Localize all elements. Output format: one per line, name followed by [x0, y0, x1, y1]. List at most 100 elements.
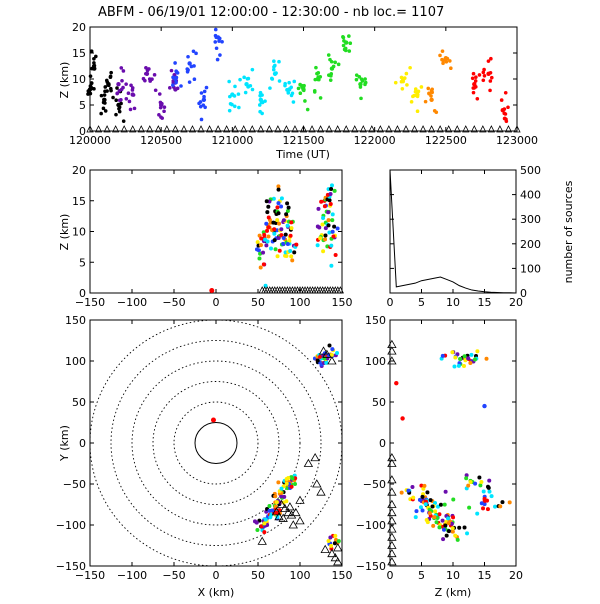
source-point — [404, 71, 409, 76]
x-tick-label: 121500 — [283, 134, 325, 147]
x-tick-label: 15 — [478, 296, 492, 309]
source-point — [227, 79, 231, 84]
station-triangle — [342, 125, 350, 133]
station-triangle — [278, 513, 288, 522]
source-point — [416, 89, 421, 94]
source-point — [440, 57, 444, 62]
source-point — [470, 76, 475, 81]
source-point — [430, 504, 435, 509]
source-point — [506, 105, 510, 110]
source-point — [147, 67, 151, 71]
source-point — [276, 211, 281, 216]
source-point — [332, 188, 337, 193]
source-point — [233, 84, 237, 89]
source-point — [279, 227, 284, 232]
x-tick-label: 100 — [290, 296, 311, 309]
x-tick-label: 5 — [418, 296, 425, 309]
source-point — [462, 354, 467, 359]
source-point — [485, 507, 490, 512]
source-point — [330, 347, 335, 352]
source-point — [336, 62, 341, 67]
source-point — [328, 535, 333, 540]
source-point — [455, 537, 460, 542]
source-point — [153, 88, 158, 93]
source-point — [335, 226, 340, 231]
source-point — [242, 75, 246, 80]
source-point — [319, 199, 324, 204]
source-point — [120, 78, 124, 83]
source-point — [321, 249, 326, 254]
source-point — [144, 66, 148, 70]
source-point — [482, 498, 487, 503]
source-point — [189, 64, 194, 69]
source-point — [499, 98, 504, 102]
station-triangle — [197, 125, 205, 133]
x-height-sources — [209, 183, 344, 294]
station-triangle — [387, 540, 397, 549]
source-point — [336, 539, 341, 544]
source-point — [275, 218, 280, 223]
x-tick-label: 122500 — [425, 134, 467, 147]
source-point — [448, 59, 452, 63]
station-triangle — [387, 452, 397, 462]
y-tick-label: 300 — [520, 213, 541, 226]
histogram-ylabel: number of sources — [562, 180, 575, 283]
x-tick-label: 10 — [446, 569, 460, 582]
source-point — [357, 75, 362, 79]
y-tick-label: 5 — [79, 256, 86, 269]
source-point — [333, 60, 338, 65]
source-point — [399, 490, 404, 495]
source-point — [218, 53, 222, 57]
station-triangle — [470, 125, 478, 133]
station-triangle — [359, 125, 367, 133]
x-tick-label: 0 — [213, 569, 220, 582]
source-point — [326, 53, 331, 57]
source-point — [440, 49, 445, 53]
station-triangle — [171, 125, 180, 133]
source-point — [102, 93, 107, 97]
source-point — [128, 107, 133, 112]
source-point — [477, 73, 482, 77]
source-point — [198, 100, 203, 104]
source-point — [258, 265, 263, 270]
source-point — [330, 218, 335, 223]
source-point — [198, 104, 203, 109]
source-point — [119, 98, 123, 102]
source-point — [342, 47, 347, 52]
source-point — [157, 92, 162, 96]
source-point — [104, 78, 109, 83]
y-tick-label: 10 — [72, 226, 86, 239]
source-point — [187, 61, 192, 66]
plan-view-frame — [89, 319, 343, 567]
source-point — [270, 76, 274, 81]
source-point — [503, 116, 507, 121]
source-point — [285, 242, 290, 247]
source-point — [318, 96, 323, 100]
range-ring — [131, 360, 301, 526]
source-point — [419, 85, 424, 89]
range-ring — [194, 422, 238, 464]
source-point — [347, 49, 352, 53]
x-tick-label: 20 — [509, 296, 523, 309]
y-tick-label: 0 — [79, 437, 86, 450]
source-point — [185, 69, 190, 74]
source-point — [209, 288, 215, 294]
time-height-frame — [89, 26, 518, 132]
source-point — [158, 102, 164, 108]
x-tick-label: 0 — [387, 296, 394, 309]
x-tick-label: 121000 — [211, 134, 253, 147]
source-point — [358, 82, 363, 87]
source-point — [99, 111, 103, 116]
station-triangle — [387, 487, 397, 496]
source-point — [354, 77, 359, 82]
source-point — [143, 78, 147, 83]
source-point — [322, 204, 327, 209]
source-point — [108, 86, 113, 91]
x-tick-label: 10 — [446, 296, 460, 309]
x-tick-label: −150 — [75, 569, 105, 582]
station-triangle — [325, 125, 333, 133]
source-point — [431, 523, 436, 528]
source-point — [434, 520, 439, 525]
station-triangle — [387, 557, 397, 566]
